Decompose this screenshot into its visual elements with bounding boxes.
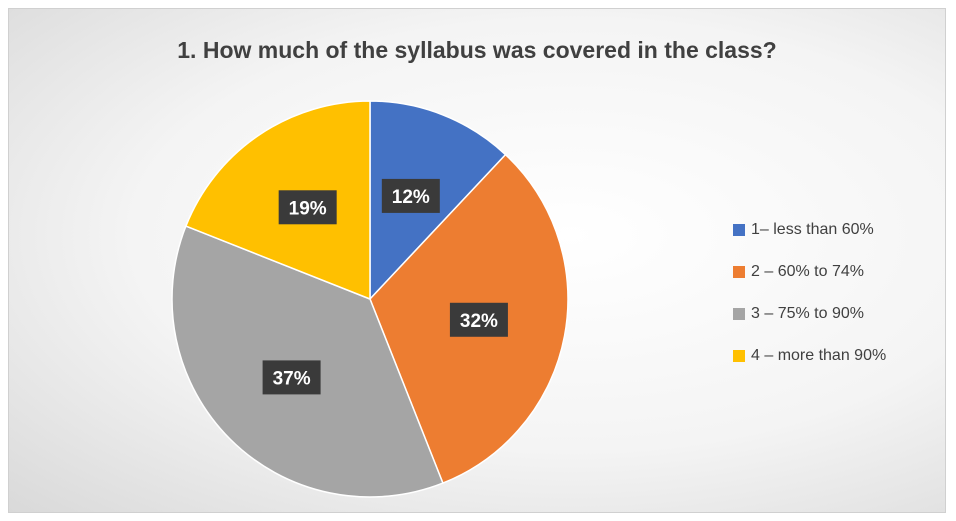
data-label-4: 19% [289, 198, 327, 219]
legend-swatch-2 [733, 265, 745, 278]
legend-swatch-4 [733, 349, 745, 362]
legend-item-4: 4 – more than 90% [733, 345, 886, 366]
legend-swatch-3 [733, 307, 745, 320]
data-label-1: 12% [392, 187, 430, 208]
pie-chart: 12% 32% 37% 19% [171, 100, 569, 498]
legend-swatch-1 [733, 223, 745, 236]
pie-slice-4 [184, 100, 371, 301]
data-label-3: 37% [273, 368, 311, 389]
data-label-box-4 [278, 190, 337, 225]
legend-label-3: 3 – 75% to 90% [751, 304, 864, 322]
data-label-2: 32% [460, 311, 498, 332]
legend-item-2: 2 – 60% to 74% [733, 261, 886, 282]
legend-label-4: 4 – more than 90% [751, 346, 887, 364]
legend-label-2: 2 – 60% to 74% [751, 262, 864, 280]
legend-label-1: 1– less than 60% [751, 220, 874, 238]
legend: 1– less than 60% 2 – 60% to 74% 3 – 75% to… [733, 219, 886, 387]
chart-title: 1. How much of the syllabus was covered … [177, 37, 777, 63]
legend-item-3: 3 – 75% to 90% [733, 303, 886, 324]
data-label-box-1 [381, 178, 440, 213]
chart-area: 1. How much of the syllabus was covered … [8, 8, 946, 513]
legend-item-1: 1– less than 60% [733, 219, 886, 240]
data-label-box-3 [262, 360, 321, 395]
data-label-box-2 [449, 302, 508, 337]
